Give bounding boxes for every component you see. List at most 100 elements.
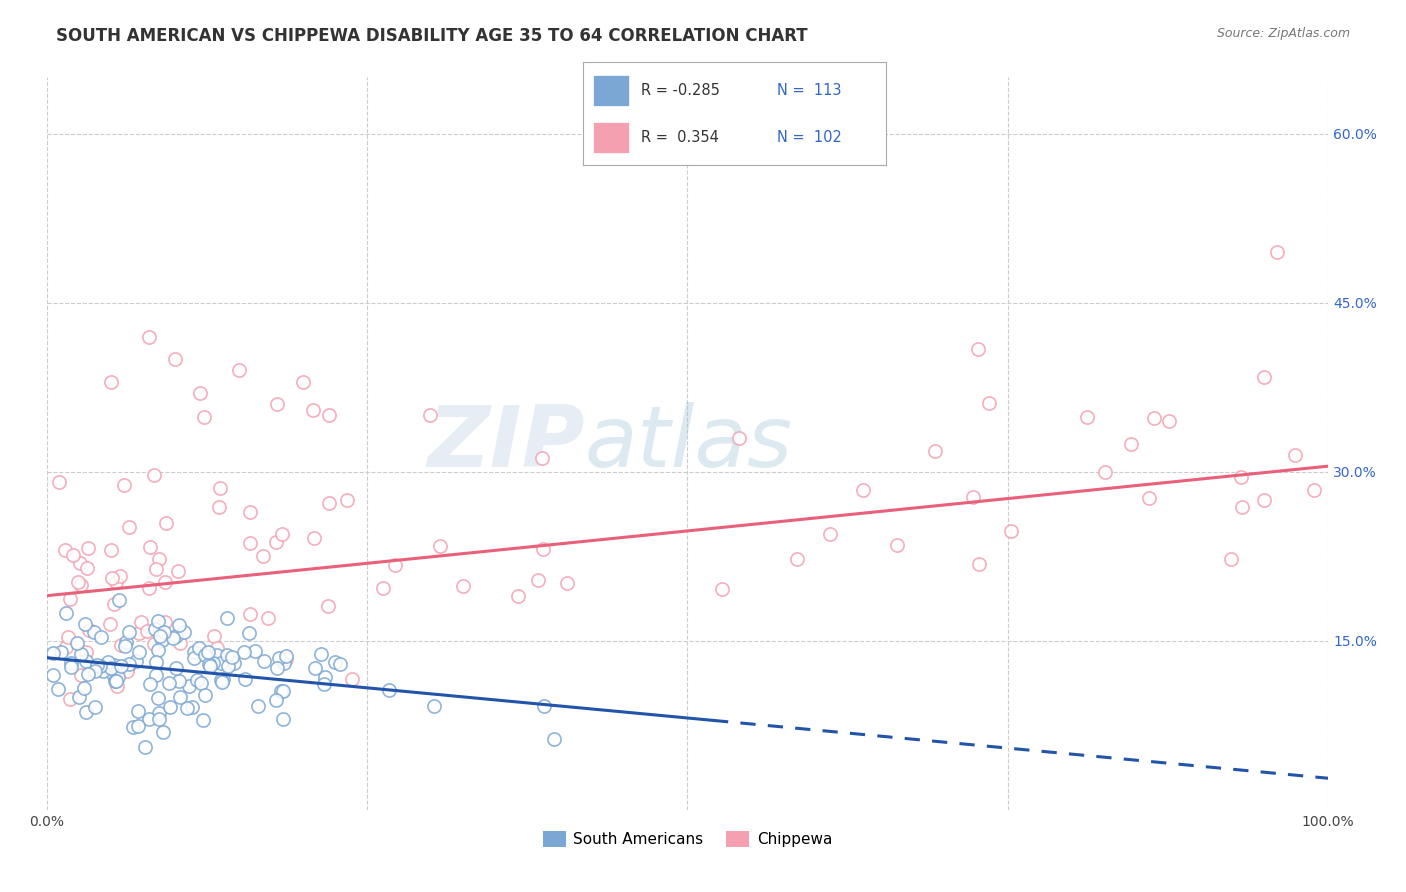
Point — [252, 654, 274, 668]
Point — [155, 516, 177, 530]
Point — [145, 667, 167, 681]
Point — [163, 352, 186, 367]
Point — [228, 363, 250, 377]
Point — [239, 536, 262, 550]
Point — [533, 699, 555, 714]
Point — [264, 535, 287, 549]
Point — [266, 397, 288, 411]
Point — [264, 693, 287, 707]
Point — [60, 656, 83, 670]
Point — [72, 681, 94, 696]
Point — [139, 540, 162, 554]
Point — [276, 649, 298, 664]
Text: R =  0.354: R = 0.354 — [641, 130, 718, 145]
Point — [211, 674, 233, 689]
Point — [76, 666, 98, 681]
Point — [75, 705, 97, 719]
Point — [924, 443, 946, 458]
Point — [256, 611, 278, 625]
Point — [194, 688, 217, 702]
Point — [146, 690, 169, 705]
Point — [209, 656, 232, 670]
Point — [70, 577, 93, 591]
Point — [152, 724, 174, 739]
Point — [107, 670, 129, 684]
Point — [41, 646, 63, 660]
Point — [271, 683, 294, 698]
Point — [138, 712, 160, 726]
Point — [336, 493, 359, 508]
Point — [59, 691, 82, 706]
Point — [86, 657, 108, 672]
Point — [728, 431, 751, 445]
Point — [146, 614, 169, 628]
Point — [159, 700, 181, 714]
Point — [150, 632, 173, 647]
Point — [252, 549, 274, 563]
Point — [962, 490, 984, 504]
Point — [233, 672, 256, 686]
Point — [967, 343, 990, 357]
Point — [217, 658, 239, 673]
Point — [527, 574, 550, 588]
Point — [1119, 437, 1142, 451]
Bar — [592, 75, 628, 105]
Point — [181, 700, 204, 714]
Point — [167, 674, 190, 689]
Point — [506, 589, 529, 603]
Point — [276, 651, 298, 665]
Point — [91, 664, 114, 678]
Point — [188, 640, 211, 655]
Point — [145, 655, 167, 669]
Point — [205, 648, 228, 662]
Point — [239, 505, 262, 519]
Point — [70, 647, 93, 661]
Text: N =  113: N = 113 — [778, 83, 841, 97]
Point — [118, 520, 141, 534]
Point — [1137, 491, 1160, 505]
Point — [176, 701, 198, 715]
Point — [138, 581, 160, 595]
Point — [786, 552, 808, 566]
Point — [84, 700, 107, 714]
Point — [100, 375, 122, 389]
Point — [977, 395, 1000, 409]
Point — [312, 677, 335, 691]
Point — [1265, 245, 1288, 260]
Point — [1094, 465, 1116, 479]
Point — [531, 450, 554, 465]
Point — [70, 668, 93, 682]
Point — [84, 664, 107, 678]
Point — [127, 719, 149, 733]
Point — [886, 538, 908, 552]
Point — [247, 699, 270, 714]
Point — [419, 408, 441, 422]
Point — [1076, 409, 1098, 424]
Point — [186, 673, 208, 688]
Point — [166, 564, 188, 578]
Text: Source: ZipAtlas.com: Source: ZipAtlas.com — [1216, 27, 1350, 40]
Point — [118, 657, 141, 672]
Point — [1253, 369, 1275, 384]
Point — [125, 654, 148, 668]
Legend: South Americans, Chippewa: South Americans, Chippewa — [537, 825, 838, 854]
Point — [48, 475, 70, 489]
Point — [42, 668, 65, 682]
Point — [115, 665, 138, 679]
Point — [555, 575, 578, 590]
Point — [107, 593, 129, 607]
Point — [110, 659, 132, 673]
Point — [105, 679, 128, 693]
Point — [55, 640, 77, 654]
Point — [710, 582, 733, 597]
Point — [329, 657, 352, 672]
Point — [79, 624, 101, 638]
Point — [114, 639, 136, 653]
Point — [134, 740, 156, 755]
Point — [270, 683, 292, 698]
Point — [714, 132, 737, 146]
Point — [232, 645, 254, 659]
Point — [143, 637, 166, 651]
Point — [101, 570, 124, 584]
Point — [314, 670, 336, 684]
